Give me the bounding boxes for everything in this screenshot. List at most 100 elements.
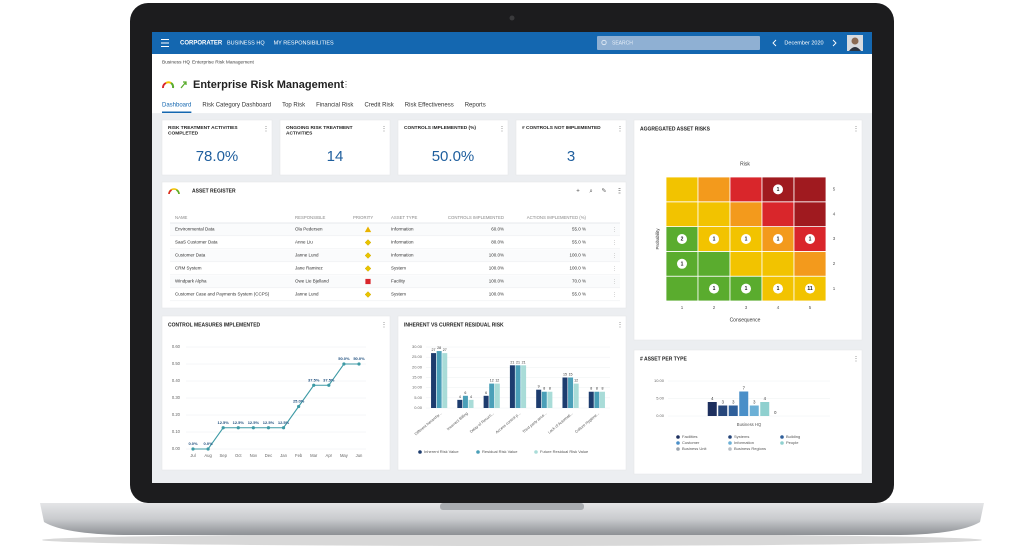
heat-cell[interactable] <box>665 201 699 228</box>
tab[interactable]: Risk Category Dashboard <box>202 103 271 109</box>
legend-label[interactable]: Business Regions <box>734 446 766 451</box>
card-menu[interactable]: ⋮ <box>617 189 623 195</box>
heat-cell[interactable] <box>697 176 731 203</box>
bar[interactable] <box>442 353 448 408</box>
bar[interactable] <box>728 405 738 417</box>
row-menu[interactable]: ⋮ <box>612 279 617 285</box>
table-row[interactable] <box>170 223 620 237</box>
heat-cell[interactable] <box>793 250 827 277</box>
line-point[interactable] <box>357 362 361 366</box>
bar[interactable] <box>547 391 553 408</box>
bar[interactable] <box>718 405 728 417</box>
bar[interactable] <box>509 365 515 408</box>
bar[interactable] <box>594 391 600 408</box>
table-row[interactable] <box>170 236 620 250</box>
legend-label[interactable]: Building <box>786 434 800 439</box>
line-point[interactable] <box>206 447 210 451</box>
row-menu[interactable]: ⋮ <box>612 253 617 259</box>
table-row[interactable] <box>170 249 620 263</box>
heat-cell[interactable] <box>729 250 763 277</box>
heat-cell[interactable] <box>729 176 763 203</box>
line-point[interactable] <box>221 426 225 430</box>
table-row[interactable] <box>170 275 620 289</box>
bar[interactable] <box>599 391 605 408</box>
tab[interactable]: Top Risk <box>282 103 306 109</box>
row-menu[interactable]: ⋮ <box>612 292 617 298</box>
line-point[interactable] <box>236 426 240 430</box>
card-menu[interactable]: ⋮ <box>616 189 622 195</box>
nav-link[interactable]: MY RESPONSIBILITIES <box>274 40 334 46</box>
breadcrumb-item[interactable]: Business HQ <box>162 59 190 65</box>
legend-label[interactable]: Facilities <box>682 434 698 439</box>
card-menu[interactable]: ⋮ <box>499 127 505 133</box>
bar[interactable] <box>436 351 442 408</box>
legend-label[interactable]: Information <box>734 440 754 445</box>
legend-label[interactable]: Residual Risk Value <box>482 449 518 454</box>
bar[interactable] <box>541 391 547 408</box>
line-point[interactable] <box>297 404 301 409</box>
tab[interactable]: Reports <box>465 103 486 109</box>
legend-label[interactable]: Customer <box>682 440 700 445</box>
brand[interactable]: CORPORATER <box>180 41 223 47</box>
period[interactable]: December 2020 <box>784 40 823 46</box>
card-menu[interactable]: ⋮ <box>381 323 387 329</box>
bar[interactable] <box>707 402 717 416</box>
tab[interactable]: Dashboard <box>162 103 191 109</box>
tab[interactable]: Risk Effectiveness <box>405 103 454 109</box>
search-box[interactable] <box>597 36 760 50</box>
bar[interactable] <box>739 391 749 417</box>
heat-cell[interactable] <box>729 201 763 228</box>
prev-period[interactable] <box>772 39 777 47</box>
bar[interactable] <box>457 399 463 408</box>
line-point[interactable] <box>251 426 255 430</box>
edit-button[interactable]: ✎ <box>601 188 606 195</box>
heat-cell[interactable] <box>793 275 827 302</box>
row-menu[interactable]: ⋮ <box>612 240 617 246</box>
heat-cell[interactable] <box>793 201 827 228</box>
title-menu[interactable]: ⋮ <box>342 80 350 89</box>
card-menu[interactable]: ⋮ <box>617 127 623 133</box>
bar[interactable] <box>562 377 568 409</box>
bar[interactable] <box>489 383 495 408</box>
legend-label[interactable]: Business Unit <box>682 446 707 451</box>
legend-label[interactable]: Systems <box>734 434 749 439</box>
card-menu[interactable]: ⋮ <box>853 357 859 363</box>
search-button[interactable]: ⌕ <box>589 189 592 195</box>
heat-cell[interactable] <box>665 176 699 203</box>
heat-cell[interactable] <box>761 201 795 228</box>
heat-cell[interactable] <box>665 275 699 302</box>
heat-cell[interactable] <box>793 176 827 203</box>
bar[interactable] <box>468 399 474 408</box>
line-point[interactable] <box>312 383 316 387</box>
bar[interactable] <box>462 395 468 408</box>
row-menu[interactable]: ⋮ <box>612 227 617 233</box>
add-button[interactable]: + <box>576 189 580 195</box>
bar[interactable] <box>521 365 527 408</box>
bar[interactable] <box>568 377 574 409</box>
bar[interactable] <box>494 383 500 408</box>
bar[interactable] <box>749 405 759 417</box>
card-menu[interactable]: ⋮ <box>617 323 623 329</box>
heat-cell[interactable] <box>761 275 795 302</box>
bar[interactable] <box>431 353 437 408</box>
card-menu[interactable]: ⋮ <box>381 127 387 133</box>
heat-cell[interactable] <box>761 250 795 277</box>
bar[interactable] <box>573 383 579 408</box>
legend-label[interactable]: Inherent Risk Value <box>424 449 459 454</box>
row-menu[interactable]: ⋮ <box>612 266 617 272</box>
legend-label[interactable]: Future Residual Risk Value <box>540 449 589 454</box>
line-point[interactable] <box>342 362 346 366</box>
tab[interactable]: Credit Risk <box>364 103 394 109</box>
card-menu[interactable]: ⋮ <box>853 127 859 133</box>
tab[interactable]: Financial Risk <box>316 103 354 109</box>
menu-icon[interactable] <box>161 39 169 47</box>
line-point[interactable] <box>327 383 331 387</box>
line-point[interactable] <box>266 426 271 430</box>
bar[interactable] <box>483 395 489 408</box>
bar[interactable] <box>588 391 594 408</box>
nav-link[interactable]: BUSINESS HQ <box>227 40 265 46</box>
heat-cell[interactable] <box>697 250 731 277</box>
legend-label[interactable]: People <box>786 440 799 445</box>
bar[interactable] <box>515 365 521 408</box>
line-point[interactable] <box>191 447 195 451</box>
